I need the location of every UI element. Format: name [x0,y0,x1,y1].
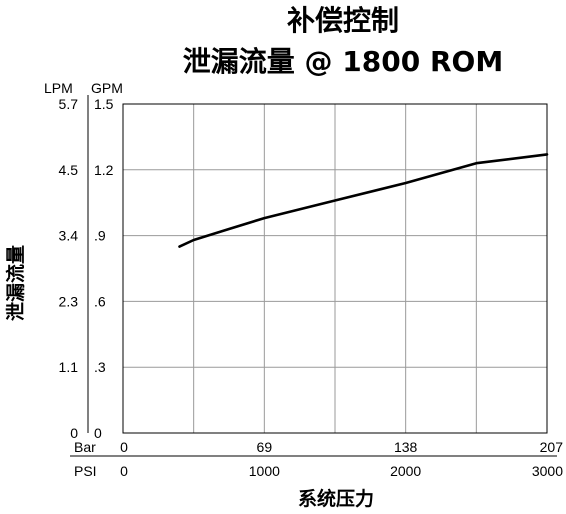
plot-frame [122,103,548,434]
gpm-tick-labels: 0 .3 .6 .9 1.2 1.5 [94,96,114,441]
bar-tick-labels: 0 69 138 207 [120,439,563,455]
psi-unit-label: PSI [74,463,97,479]
lpm-tick-label: 4.5 [59,162,79,178]
psi-tick-labels: 0 1000 2000 3000 [120,463,563,479]
psi-tick-label: 1000 [249,463,280,479]
y-axis-title: 泄漏流量 [4,245,27,321]
chart-title: 补偿控制 [287,4,399,37]
lpm-unit-label: LPM [44,80,73,96]
bar-tick-label: 207 [540,439,564,455]
series-line [178,153,549,248]
bar-tick-label: 0 [120,439,128,455]
gpm-tick-label: 0 [94,425,102,441]
x-axis-title: 系统压力 [298,487,374,510]
bar-tick-label: 138 [394,439,418,455]
gpm-tick-label: .6 [94,293,106,309]
psi-tick-label: 0 [120,463,128,479]
lpm-tick-label: 0 [70,425,78,441]
lpm-tick-label: 2.3 [59,293,79,309]
lpm-tick-label: 1.1 [59,359,79,375]
gpm-tick-label: 1.5 [94,96,114,112]
chart-subtitle: 泄漏流量 @ 1800 ROM [183,45,503,78]
gpm-unit-label: GPM [91,80,123,96]
gpm-tick-label: 1.2 [94,162,114,178]
bar-tick-label: 69 [257,439,273,455]
lpm-tick-label: 3.4 [59,228,79,244]
lpm-tick-label: 5.7 [59,96,79,112]
psi-tick-label: 3000 [532,463,563,479]
psi-tick-label: 2000 [390,463,421,479]
gpm-tick-label: .9 [94,228,106,244]
lpm-tick-labels: 0 1.1 2.3 3.4 4.5 5.7 [59,96,79,441]
grid-lines [123,104,547,433]
series-group [178,153,549,248]
gpm-tick-label: .3 [94,359,106,375]
bar-unit-label: Bar [74,439,96,455]
